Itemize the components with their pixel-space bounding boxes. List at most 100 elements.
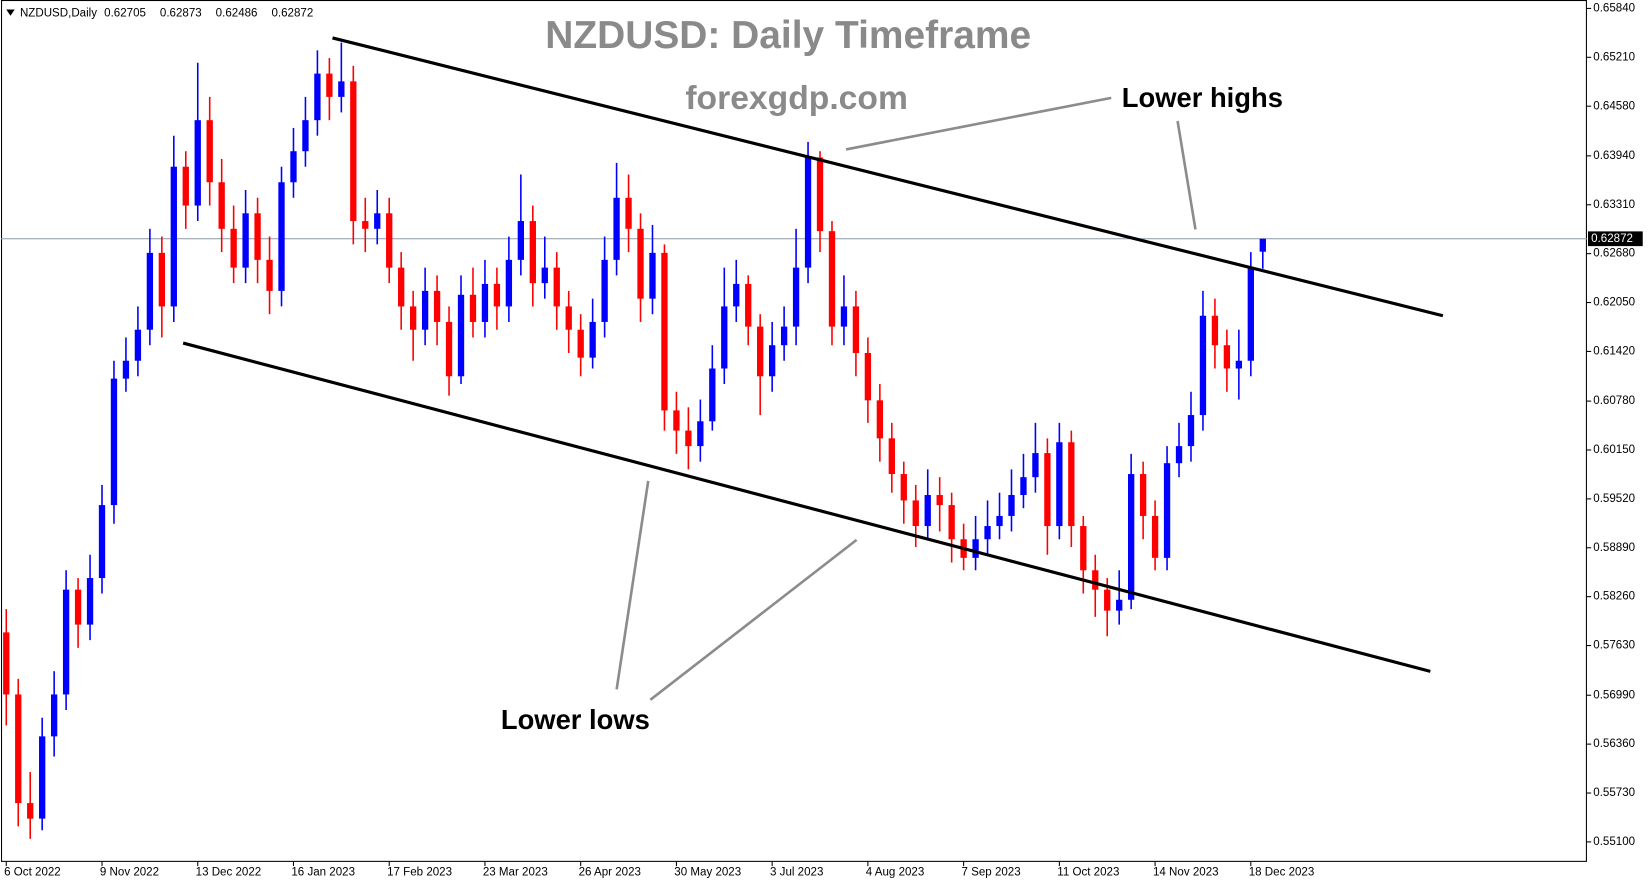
candle-body [218,182,225,229]
current-price-label: 0.62872 [1591,233,1633,245]
annotation-arrow [615,480,650,690]
candle-body [1223,345,1231,369]
y-tick-label: 0.61420 [1593,345,1635,357]
y-tick-label: 0.56360 [1593,738,1635,750]
candle-body [601,259,608,322]
x-tick-label: 30 May 2023 [674,866,741,878]
candle-body [1056,442,1063,527]
candle-body [673,410,680,431]
candle-body [1211,315,1219,346]
candle-body [577,329,584,358]
candle-body [134,329,142,361]
chart-title: NZDUSD: Daily Timeframe [545,14,1031,57]
candle-body [1092,570,1099,590]
candle-body [625,197,632,229]
candle-body [745,283,752,327]
header-open: 0.62705 [104,8,146,20]
x-tick-label: 16 Jan 2023 [291,866,355,878]
candle-body [912,500,919,527]
trend-line [182,341,1431,673]
x-tick-label: 9 Nov 2022 [100,866,159,878]
header-symbol: NZDUSD,Daily [20,8,97,20]
candle-body [984,526,991,540]
x-tick-label: 26 Apr 2023 [579,866,641,878]
x-tick-label: 6 Oct 2022 [4,866,61,878]
candle-body [314,73,321,121]
y-tick-label: 0.55100 [1593,836,1635,848]
candle-body [1187,415,1195,447]
chart-subtitle: forexgdp.com [685,80,908,117]
candle-body [409,306,417,330]
candle-body [374,213,381,229]
candle-body [27,803,34,819]
candle-body [146,252,154,330]
candle-body [804,157,812,268]
candle-body [39,736,46,819]
candle-body [98,505,106,579]
candle-body [338,81,345,97]
candle-body [445,321,453,377]
candle-body [768,345,776,377]
candle-body [721,306,728,369]
candle-body [637,228,644,299]
candle-body [1199,315,1207,416]
overlay: NZDUSD: Daily Timeframe forexgdp.com Low… [6,8,1643,735]
candle-body [182,166,189,206]
candle-body [649,252,656,299]
trend-line [332,36,1444,318]
y-tick-label: 0.62680 [1593,248,1635,260]
candle-body [529,221,536,284]
candle-body [1151,515,1159,558]
candle-body [1259,238,1266,252]
candle-body [1139,474,1147,516]
candle-body [1116,599,1123,611]
candle-body [457,294,465,377]
candle-body [86,578,94,625]
candle-body [517,221,525,260]
y-tick-label: 0.58260 [1593,591,1635,603]
x-tick-label: 4 Aug 2023 [866,866,925,878]
candle-body [757,326,764,377]
candle-body [1175,446,1183,464]
candle-body [362,221,369,229]
x-tick-label: 3 Jul 2023 [770,866,823,878]
annotation-arrow [649,538,858,701]
annotation: Lower lows [501,704,650,735]
candle-body [194,120,201,206]
header-low: 0.62486 [216,8,258,20]
candle-body [876,400,884,439]
candle-body [1032,453,1039,478]
x-tick-label: 23 Mar 2023 [483,866,548,878]
y-tick-label: 0.58890 [1593,542,1635,554]
candle-body [242,213,249,268]
header-high: 0.62873 [160,8,202,20]
plot-frame [1,0,1587,862]
y-tick-label: 0.63940 [1593,150,1635,162]
y-tick-label: 0.56990 [1593,689,1635,701]
x-tick-label: 17 Feb 2023 [387,866,452,878]
candle-body [302,120,309,152]
candle-body [1128,474,1135,600]
candle-body [733,283,740,307]
y-tick-label: 0.57630 [1593,640,1635,652]
candle-body [972,539,979,558]
header-close: 0.62872 [271,8,313,20]
current-price-box [1588,231,1643,247]
candle-body [350,81,357,222]
candle-body [780,326,788,346]
candle-body [1008,495,1015,516]
candle-body [541,267,548,284]
candle-body [685,430,692,447]
candle-body [661,252,668,411]
candle-body [948,505,955,540]
y-tick-label: 0.62050 [1593,297,1635,309]
candle-body [254,213,261,260]
candle-body [1235,360,1243,369]
candle-body [565,306,572,330]
candle-body [1163,463,1171,558]
x-tick-label: 14 Nov 2023 [1153,866,1219,878]
candle-body [864,352,872,401]
